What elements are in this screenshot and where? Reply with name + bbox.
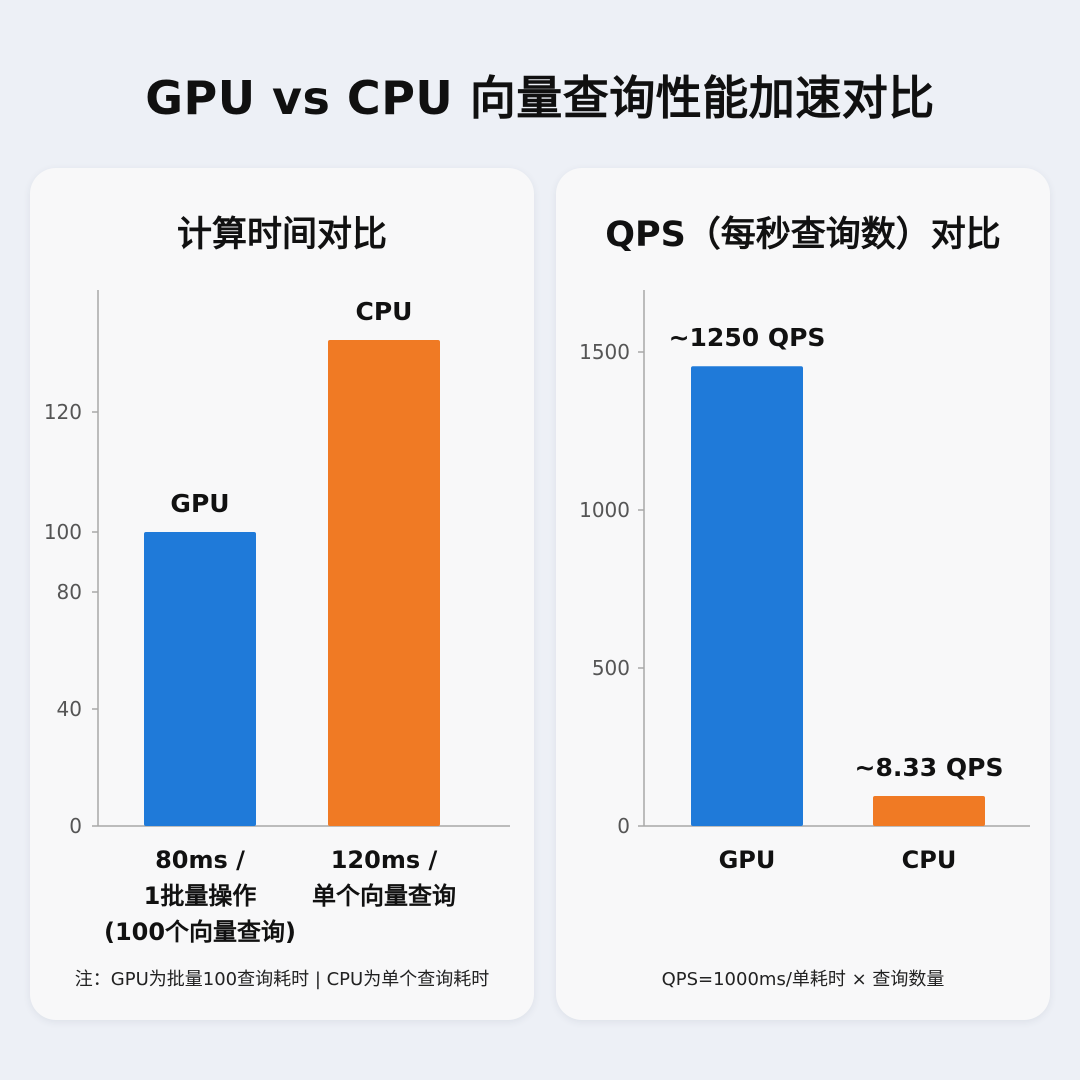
cpu-bar (873, 795, 985, 826)
compute-time-chart-panel: 计算时间对比 0 40 80 100 120 GPU 80ms / 1批量操作 (100个向量查… (30, 168, 534, 1020)
y-tick-label: 100 (44, 520, 82, 544)
page-title: GPU vs CPU 向量查询性能加速对比 (145, 71, 935, 125)
gpu-bar-label: GPU (170, 489, 229, 518)
y-tick-label: 0 (617, 814, 630, 838)
qps-chart: 0 500 1000 1500 ~1250 QPS GPU ~8.33 QPS CPU (579, 290, 1030, 874)
x-category-label: CPU (902, 846, 957, 874)
gpu-bar (691, 366, 803, 826)
cpu-bar-label: ~8.33 QPS (855, 753, 1004, 782)
qps-formula-note: QPS=1000ms/单耗时 × 查询数量 (661, 969, 945, 990)
cpu-bar (328, 340, 440, 826)
qps-chart-panel: QPS（每秒查询数）对比 0 500 1000 1500 ~1250 QPS GPU ~8.… (556, 168, 1050, 1020)
x-category-label: 单个向量查询 (312, 882, 456, 910)
gpu-bar-label: ~1250 QPS (669, 323, 826, 352)
compute-time-chart: 0 40 80 100 120 GPU 80ms / 1批量操作 (100个向量查询) CPU 12… (44, 290, 510, 946)
compute-time-note: 注：GPU为批量100查询耗时 | CPU为单个查询耗时 (74, 969, 490, 990)
y-tick-label: 80 (57, 580, 82, 604)
cpu-bar-label: CPU (356, 297, 413, 326)
compute-time-chart-title: 计算时间对比 (176, 215, 387, 255)
y-tick-label: 1000 (579, 498, 630, 522)
x-category-label: 80ms / (155, 846, 245, 874)
x-category-label: GPU (719, 846, 776, 874)
gpu-bar (144, 532, 256, 826)
x-category-label: 1批量操作 (144, 882, 257, 910)
y-tick-label: 40 (57, 697, 82, 721)
y-tick-label: 500 (592, 656, 630, 680)
x-category-label: (100个向量查询) (104, 918, 296, 946)
y-tick-label: 1500 (579, 340, 630, 364)
x-category-label: 120ms / (331, 846, 438, 874)
qps-chart-title: QPS（每秒查询数）对比 (605, 215, 1001, 255)
y-tick-label: 120 (44, 400, 82, 424)
y-tick-label: 0 (69, 814, 82, 838)
